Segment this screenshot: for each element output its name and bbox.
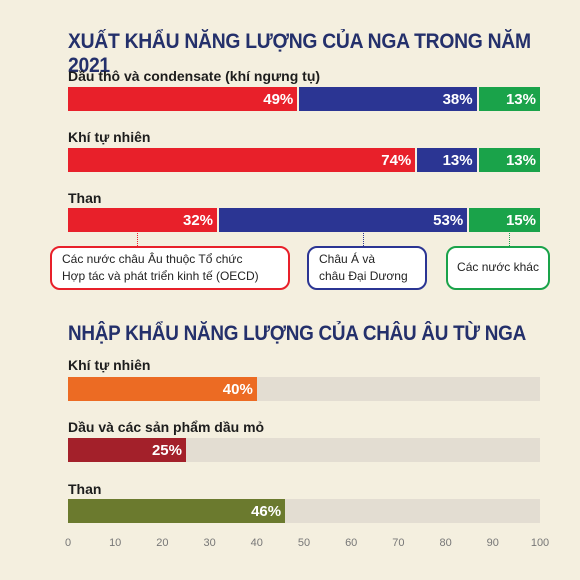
x-tick-label: 100 [530, 537, 550, 549]
legend-label: Các nước khác [457, 260, 539, 275]
legend-item: Các nước khác [446, 246, 550, 290]
export-row-label: Khí tự nhiên [68, 129, 151, 145]
legend-label: Hợp tác và phát triển kinh tế (OECD) [62, 269, 259, 283]
legend-connector [509, 233, 510, 246]
legend-item: Các nước châu Âu thuộc Tổ chức Hợp tác và… [50, 246, 290, 290]
legend-item: Châu Á và châu Đại Dương [307, 246, 427, 290]
export-chart-title: XUẤT KHẨU NĂNG LƯỢNG CỦA NGA TRONG NĂM 2… [68, 30, 531, 77]
import-data-label: 46% [251, 502, 282, 520]
x-tick-label: 10 [109, 537, 122, 549]
legend-label: Châu Á và [319, 251, 376, 266]
legend-label: châu Đại Dương [319, 269, 408, 283]
import-data-label: 40% [222, 380, 253, 398]
export-data-label: 32% [183, 211, 214, 229]
import-bar: 25% [68, 438, 186, 462]
import-row-label: Than [68, 481, 102, 497]
export-data-label: 38% [442, 90, 473, 108]
export-data-label: 53% [433, 211, 464, 229]
import-row-label: Khí tự nhiên [68, 357, 151, 373]
x-tick-label: 70 [392, 537, 405, 549]
x-tick-label: 40 [250, 537, 263, 549]
import-chart-title: NHẬP KHẨU NĂNG LƯỢNG CỦA CHÂU ÂU TỪ NGA [68, 322, 527, 345]
legend-connector [137, 233, 138, 246]
import-bar: 40% [68, 377, 257, 401]
export-bar: 49% [68, 87, 298, 111]
export-bar: 74% [68, 148, 416, 172]
export-data-label: 13% [505, 151, 536, 169]
export-bar: 13% [417, 148, 477, 172]
x-tick-label: 30 [203, 537, 216, 549]
import-bar: 46% [68, 499, 286, 523]
export-data-label: 13% [442, 151, 473, 169]
export-row-label: Dầu thô và condensate (khí ngưng tụ) [68, 68, 321, 84]
x-tick-label: 0 [64, 537, 72, 549]
export-bar: 53% [219, 208, 468, 232]
x-tick-label: 50 [297, 537, 311, 549]
x-tick-label: 90 [486, 537, 499, 549]
x-tick-label: 20 [156, 537, 169, 549]
legend-connector [363, 233, 364, 246]
export-bar: 15% [469, 208, 540, 232]
export-bar: 38% [299, 87, 477, 111]
export-bar: 13% [478, 148, 540, 172]
export-data-label: 49% [263, 90, 294, 108]
x-tick-label: 80 [439, 537, 452, 549]
legend-label: Các nước châu Âu thuộc Tổ chức [62, 251, 243, 266]
export-bar: 13% [478, 87, 540, 111]
x-tick-label: 60 [345, 537, 358, 549]
export-row-label: Than [68, 190, 102, 206]
export-data-label: 15% [505, 211, 536, 229]
export-data-label: 13% [505, 90, 536, 108]
import-data-label: 25% [151, 441, 182, 459]
export-data-label: 74% [381, 151, 412, 169]
import-row-label: Dầu và các sản phẩm dầu mỏ [68, 419, 265, 435]
export-bar: 32% [68, 208, 218, 232]
